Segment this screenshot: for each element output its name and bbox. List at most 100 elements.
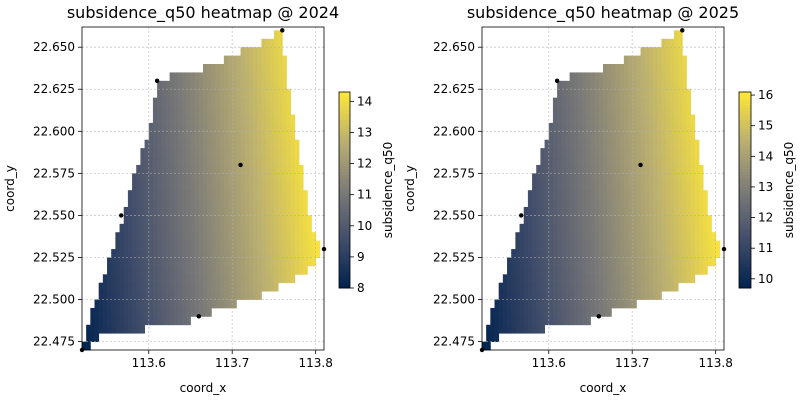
left-heatmap-cell bbox=[173, 190, 179, 199]
right-heatmap-cell bbox=[536, 282, 541, 292]
left-colorbar-segment bbox=[339, 232, 350, 237]
right-heatmap-cell bbox=[632, 181, 637, 191]
right-heatmap-cell bbox=[640, 80, 646, 90]
left-heatmap-cell bbox=[244, 55, 250, 65]
left-heatmap-cell bbox=[194, 215, 200, 225]
left-heatmap-cell bbox=[265, 55, 271, 65]
right-heatmap-cell bbox=[686, 164, 692, 174]
left-heatmap-cell bbox=[119, 291, 125, 300]
right-heatmap-cell bbox=[507, 282, 512, 292]
left-heatmap-cell bbox=[111, 299, 116, 309]
right-heatmap-cell bbox=[552, 173, 558, 183]
right-colorbar-segment bbox=[739, 196, 751, 200]
left-heatmap-cell bbox=[215, 139, 221, 149]
left-heatmap-cell bbox=[173, 265, 179, 275]
right-heatmap-cell bbox=[573, 232, 579, 242]
left-heatmap-cell bbox=[286, 97, 292, 107]
left-heatmap-cell bbox=[261, 265, 266, 275]
right-colorbar-segment bbox=[739, 131, 751, 136]
left-chart: 113.6 113.7 113.822.47522.50022.52522.5502… bbox=[3, 3, 395, 395]
left-heatmap-cell bbox=[165, 207, 171, 216]
right-heatmap-cell bbox=[586, 131, 591, 141]
right-heatmap-cell bbox=[611, 97, 616, 107]
right-heatmap-cell bbox=[552, 131, 558, 141]
left-heatmap-cell bbox=[194, 207, 200, 216]
left-heatmap-cell bbox=[248, 282, 254, 292]
left-heatmap-cell bbox=[136, 307, 141, 317]
left-heatmap-cell bbox=[148, 257, 154, 267]
right-heatmap-cell bbox=[686, 215, 692, 225]
right-heatmap-cell bbox=[607, 198, 612, 208]
right-heatmap-cell bbox=[678, 198, 683, 208]
right-heatmap-cell bbox=[561, 316, 566, 326]
right-heatmap-cell bbox=[577, 80, 583, 90]
left-heatmap-cell bbox=[186, 198, 191, 208]
left-heatmap-cell bbox=[223, 257, 229, 267]
right-heatmap-cell bbox=[607, 139, 612, 149]
left-heatmap-cell bbox=[257, 106, 262, 115]
right-heatmap-cell bbox=[682, 274, 687, 284]
left-heatmap-cell bbox=[211, 64, 216, 73]
right-heatmap-cell bbox=[653, 106, 658, 115]
right-heatmap-cell bbox=[532, 282, 537, 292]
right-heatmap-cell bbox=[619, 131, 625, 141]
right-heatmap-cell bbox=[573, 307, 579, 317]
right-heatmap-cell bbox=[569, 257, 575, 267]
left-colorbar-segment bbox=[339, 165, 350, 170]
right-heatmap-cell bbox=[665, 240, 671, 250]
left-colorbar-segment bbox=[339, 248, 350, 252]
right-heatmap-cell bbox=[590, 148, 596, 157]
right-heatmap-cell bbox=[569, 131, 575, 141]
left-heatmap-cell bbox=[182, 97, 187, 107]
left-heatmap-cell bbox=[236, 156, 241, 166]
left-heatmap-cell bbox=[198, 207, 204, 216]
left-colorbar-segment bbox=[339, 119, 350, 124]
right-heatmap-cell bbox=[561, 223, 566, 233]
right-heatmap-cell bbox=[519, 223, 525, 233]
left-heatmap-cell bbox=[198, 156, 204, 166]
left-heatmap-cell bbox=[169, 274, 175, 284]
left-heatmap-cell bbox=[161, 316, 166, 326]
right-heatmap-cell bbox=[648, 164, 654, 174]
right-heatmap-cell bbox=[561, 173, 566, 183]
right-heatmap-cell bbox=[636, 80, 641, 90]
right-heatmap-cell bbox=[598, 307, 604, 317]
left-heatmap-cell bbox=[286, 265, 292, 275]
right-heatmap-cell bbox=[636, 274, 641, 284]
left-heatmap-cell bbox=[157, 114, 162, 124]
right-heatmap-cell bbox=[577, 72, 583, 82]
right-heatmap-cell bbox=[703, 223, 708, 233]
left-heatmap-cell bbox=[265, 249, 271, 258]
left-heatmap-cell bbox=[152, 97, 158, 107]
right-heatmap-cell bbox=[619, 265, 625, 275]
right-heatmap-cell bbox=[544, 139, 550, 149]
right-heatmap-cell bbox=[653, 207, 658, 216]
left-heatmap-cell bbox=[194, 72, 200, 82]
right-heatmap-cell bbox=[673, 240, 679, 250]
left-colorbar-segment bbox=[339, 137, 350, 142]
right-heatmap-cell bbox=[527, 274, 533, 284]
right-heatmap-cell bbox=[557, 232, 562, 242]
right-heatmap-cell bbox=[565, 89, 571, 99]
left-heatmap-cell bbox=[165, 122, 171, 132]
right-heatmap-cell bbox=[686, 106, 692, 115]
left-heatmap-cell bbox=[261, 223, 266, 233]
right-heatmap-cell bbox=[607, 131, 612, 141]
right-heatmap-cell bbox=[648, 265, 654, 275]
right-chart: 113.6 113.7 113.822.47522.50022.52522.5502… bbox=[403, 3, 796, 395]
right-heatmap-cell bbox=[628, 80, 633, 90]
left-heatmap-cell bbox=[111, 282, 116, 292]
left-heatmap-cell bbox=[232, 274, 237, 284]
left-heatmap-cell bbox=[240, 215, 246, 225]
left-colorbar-segment bbox=[339, 284, 350, 289]
right-heatmap-cell bbox=[619, 274, 625, 284]
left-heatmap-cell bbox=[148, 240, 154, 250]
left-heatmap-cell bbox=[182, 131, 187, 141]
right-heatmap-cell bbox=[669, 282, 675, 292]
left-heatmap-cell bbox=[232, 97, 237, 107]
right-heatmap-cell bbox=[603, 164, 608, 174]
right-heatmap-cell bbox=[669, 215, 675, 225]
left-heatmap-cell bbox=[148, 198, 154, 208]
right-heatmap-cell bbox=[511, 299, 516, 309]
left-ytick-label: 22.575 bbox=[33, 166, 75, 180]
